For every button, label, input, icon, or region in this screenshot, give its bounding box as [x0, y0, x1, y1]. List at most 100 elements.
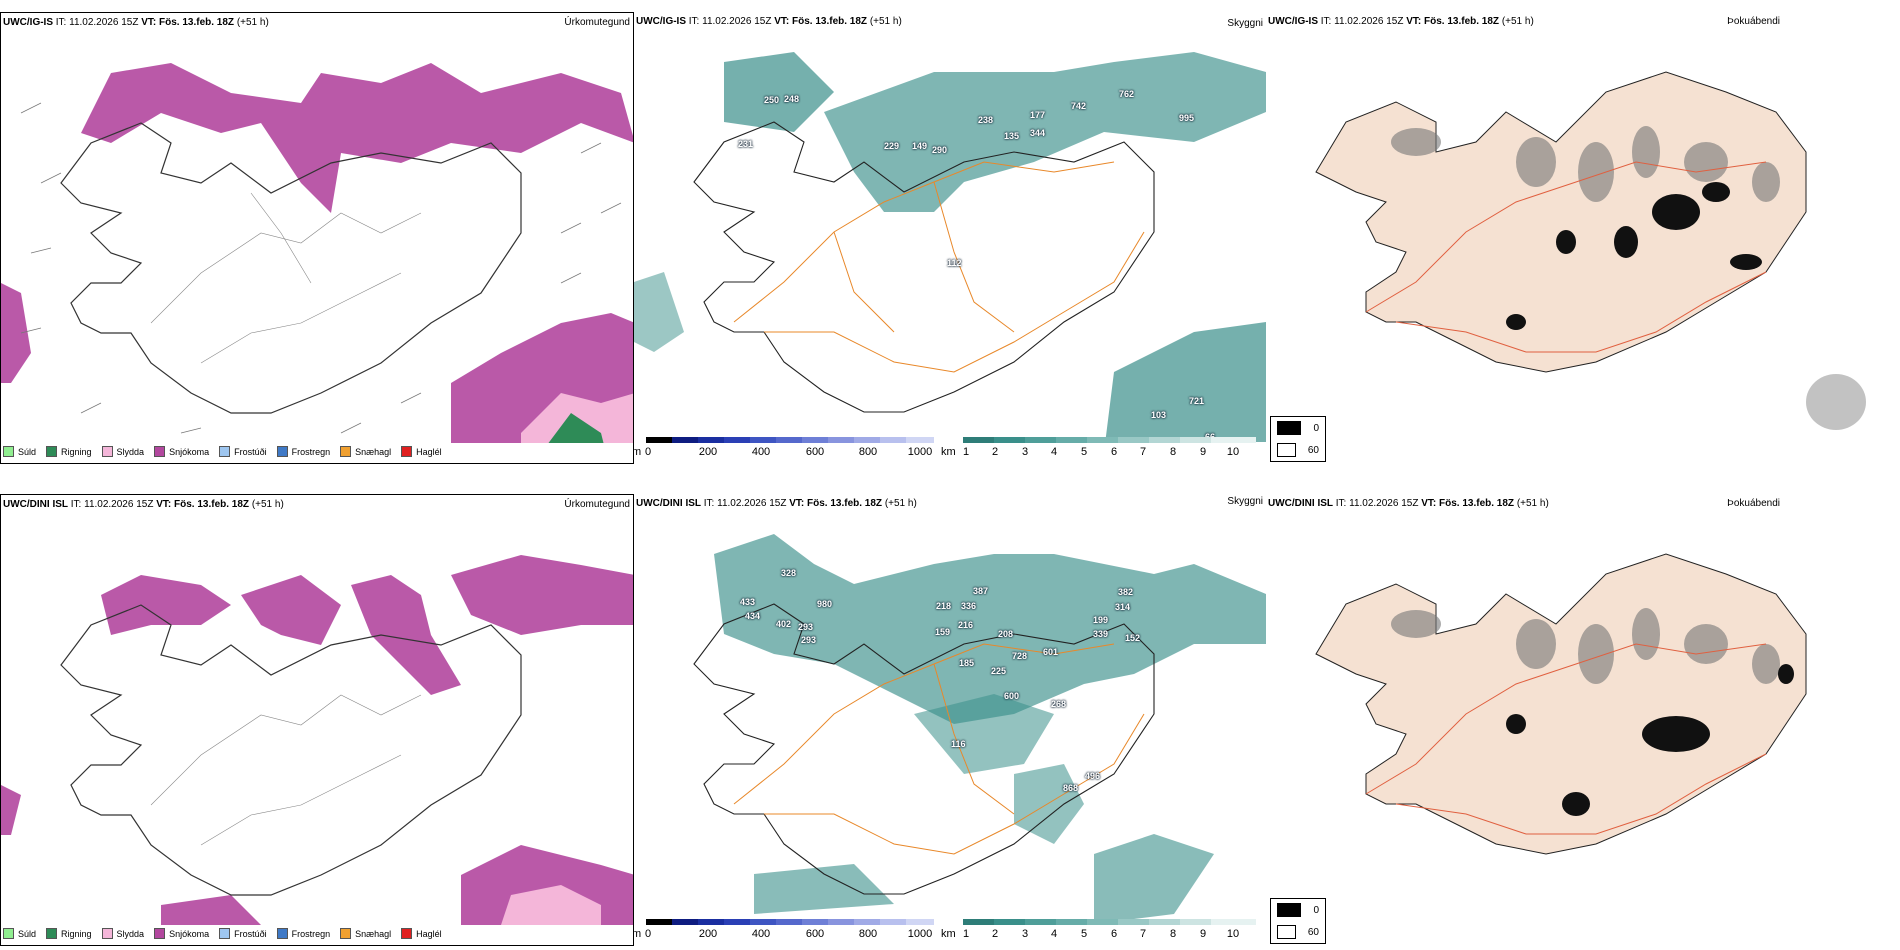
legend-item: Rigning [46, 928, 92, 939]
legend-item: Haglél [401, 446, 442, 457]
fog-key-row: 60 [1271, 921, 1325, 943]
colorbar-block [1149, 919, 1180, 925]
legend-item: Rigning [46, 446, 92, 457]
visibility-panel-row2: UWC/DINI ISL IT: 11.02.2026 15Z VT: Fös.… [634, 494, 1266, 946]
field-name: Úrkomutegund [564, 17, 630, 28]
colorbar-tick: 200 [698, 928, 718, 940]
colorbar-tick: 10 [1226, 928, 1240, 940]
data-label: 116 [951, 739, 966, 749]
data-label: 149 [912, 141, 928, 151]
colorbar-tick: 3 [1021, 928, 1029, 940]
colorbar-block [776, 437, 802, 443]
visibility-colorbar: km 1 2 3 4 5 6 7 8 9 10 [941, 437, 1266, 461]
panel-header: UWC/IG-IS IT: 11.02.2026 15Z VT: Fös. 13… [1268, 16, 1534, 27]
legend-item: Slydda [101, 446, 144, 457]
ceiling-colorbar: m 0 200 400 600 800 1000 [634, 919, 938, 943]
colorbar-block [698, 437, 724, 443]
data-label: 314 [1115, 602, 1131, 612]
legend-swatch [276, 446, 288, 457]
data-label: 290 [932, 145, 948, 155]
fog-key-swatch [1277, 925, 1296, 939]
fog-key-row: 0 [1271, 417, 1325, 439]
colorbar-tick: 4 [1050, 446, 1058, 458]
data-label: 336 [961, 601, 977, 611]
colorbar-tick: 3 [1021, 446, 1029, 458]
legend-item: Snæhagl [340, 928, 391, 939]
colorbar-block [963, 919, 994, 925]
visibility-map [693, 534, 1266, 924]
data-label: 434 [745, 611, 761, 621]
colorbar-block [1118, 919, 1149, 925]
data-label: 339 [1093, 629, 1109, 639]
data-label: 152 [1125, 633, 1141, 643]
colorbar-block [1025, 437, 1056, 443]
data-label: 762 [1119, 89, 1135, 99]
colorbar-block [724, 919, 750, 925]
precip-type-map [1, 555, 633, 925]
colorbar-tick: 7 [1139, 928, 1147, 940]
legend-swatch [401, 928, 413, 939]
fog-indicator-map [1315, 553, 1807, 855]
panel-header: UWC/DINI ISL IT: 11.02.2026 15Z VT: Fös.… [1268, 498, 1549, 509]
fog-indicator-panel-row2: UWC/DINI ISL IT: 11.02.2026 15Z VT: Fös.… [1266, 494, 1900, 946]
legend-swatch [101, 928, 113, 939]
colorbar-block [1211, 437, 1256, 443]
colorbar-block [880, 437, 906, 443]
panel-header: UWC/DINI ISL IT: 11.02.2026 15Z VT: Fös.… [636, 498, 917, 509]
colorbar-unit: km [941, 446, 956, 458]
fog-key: 0 60 [1270, 898, 1326, 944]
colorbar-block [646, 919, 672, 925]
colorbar-block [802, 437, 828, 443]
colorbar-tick: 6 [1110, 446, 1118, 458]
data-label: 293 [801, 635, 817, 645]
data-label: 382 [1118, 587, 1134, 597]
colorbar-tick: 7 [1139, 446, 1147, 458]
colorbar-tick: 6 [1110, 928, 1118, 940]
panel-header: UWC/DINI ISL IT: 11.02.2026 15Z VT: Fös.… [3, 499, 284, 510]
colorbar-tick: 1 [962, 928, 970, 940]
data-label: 344 [1030, 128, 1046, 138]
legend-item: Súld [3, 928, 36, 939]
colorbar-tick: 9 [1199, 928, 1207, 940]
precip-type-map [1, 63, 633, 443]
legend-swatch [340, 928, 352, 939]
colorbar-tick: 2 [991, 446, 999, 458]
colorbar-block [646, 437, 672, 443]
precip-legend: Súld Rigning Slydda Snjókoma Frostúði Fr… [3, 928, 442, 939]
colorbar-block [854, 919, 880, 925]
legend-swatch [3, 446, 14, 457]
colorbar-block [672, 919, 698, 925]
colorbar-block [994, 437, 1025, 443]
legend-swatch [154, 928, 166, 939]
data-label: 742 [1071, 101, 1087, 111]
colorbar-tick: 600 [805, 928, 825, 940]
colorbar-block [1056, 919, 1087, 925]
field-name: Skyggni [1227, 18, 1263, 29]
data-label: 600 [1004, 691, 1020, 701]
fog-indicator-panel-row1: UWC/IG-IS IT: 11.02.2026 15Z VT: Fös. 13… [1266, 12, 1900, 464]
data-label: 328 [781, 568, 797, 578]
colorbar-tick: 1 [962, 446, 970, 458]
visibility-panel-row1: UWC/IG-IS IT: 11.02.2026 15Z VT: Fös. 13… [634, 12, 1266, 464]
colorbar-block [906, 919, 934, 925]
data-label: 268 [1051, 699, 1067, 709]
legend-swatch [154, 446, 166, 457]
data-label: 103 [1151, 410, 1167, 420]
legend-swatch [219, 446, 231, 457]
data-label: 208 [998, 629, 1014, 639]
data-label: 868 [1063, 783, 1079, 793]
colorbar-unit: km [941, 928, 956, 940]
field-name: Úrkomutegund [564, 499, 630, 510]
fog-indicator-map [1315, 71, 1866, 430]
legend-swatch [276, 928, 288, 939]
colorbar-block [963, 437, 994, 443]
ceiling-colorbar: m 0 200 400 600 800 1000 [634, 437, 938, 461]
panel-header: UWC/IG-IS IT: 11.02.2026 15Z VT: Fös. 13… [3, 17, 269, 28]
data-label: 135 [1004, 131, 1020, 141]
colorbar-block [776, 919, 802, 925]
legend-item: Snjókoma [154, 928, 209, 939]
colorbar-tick: 5 [1080, 928, 1088, 940]
legend-swatch [219, 928, 231, 939]
colorbar-block [1211, 919, 1256, 925]
colorbar-block [724, 437, 750, 443]
